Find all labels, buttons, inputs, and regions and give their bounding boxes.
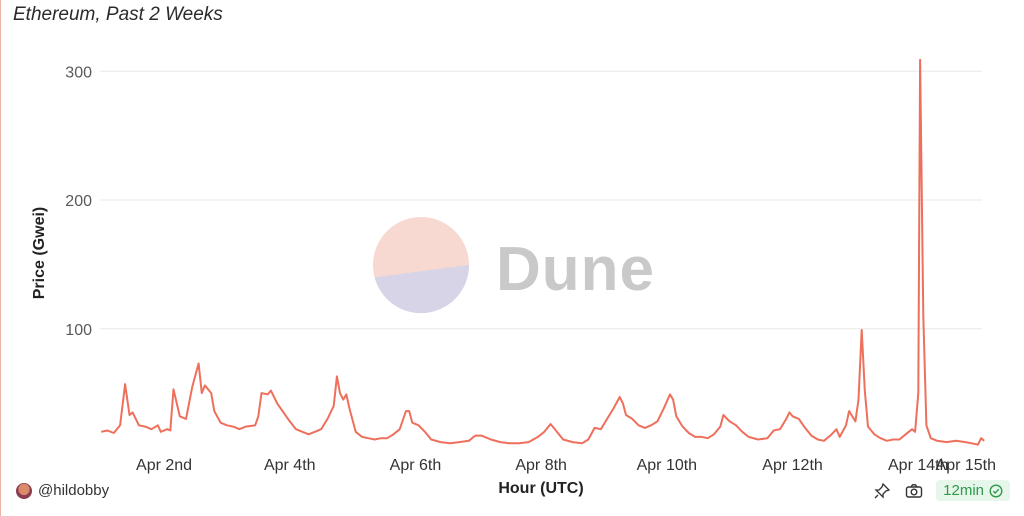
check-circle-icon (989, 483, 1003, 498)
series-line-0 (100, 58, 985, 446)
author-link[interactable]: @hildobby (16, 482, 109, 499)
x-tick-label: Apr 15th (936, 457, 996, 474)
avatar (16, 482, 32, 499)
pin-icon[interactable] (872, 481, 892, 501)
y-axis-ticks: 100 200 300 (65, 64, 92, 339)
x-tick-label: Apr 2nd (136, 457, 192, 474)
x-tick-label: Apr 4th (264, 457, 316, 474)
y-tick-label: 300 (65, 64, 92, 81)
x-tick-label: Apr 10th (637, 457, 697, 474)
x-axis-title: Hour (UTC) (498, 480, 583, 497)
series-layer (100, 58, 985, 446)
refresh-label: 12min (943, 482, 984, 499)
left-border (0, 0, 1, 516)
x-axis-ticks: Apr 2nd Apr 4th Apr 6th Apr 8th Apr 10th Apr … (136, 457, 996, 474)
chart-title: Ethereum, Past 2 Weeks (13, 4, 223, 25)
dune-watermark: Dune (373, 217, 655, 314)
y-tick-label: 200 (65, 193, 92, 210)
dune-logo-lower (374, 265, 470, 314)
y-axis-title: Price (Gwei) (31, 207, 48, 299)
watermark-text: Dune (496, 235, 655, 304)
camera-icon[interactable] (904, 481, 924, 501)
x-tick-label: Apr 12th (762, 457, 822, 474)
y-tick-label: 100 (65, 322, 92, 339)
grid (100, 70, 982, 330)
x-tick-label: Apr 6th (390, 457, 442, 474)
x-tick-label: Apr 8th (515, 457, 567, 474)
author-name: @hildobby (38, 482, 110, 499)
x-tick-label: Apr 14th (888, 457, 948, 474)
refresh-badge[interactable]: 12min (936, 480, 1010, 501)
footer-tools: 12min (872, 480, 1010, 501)
